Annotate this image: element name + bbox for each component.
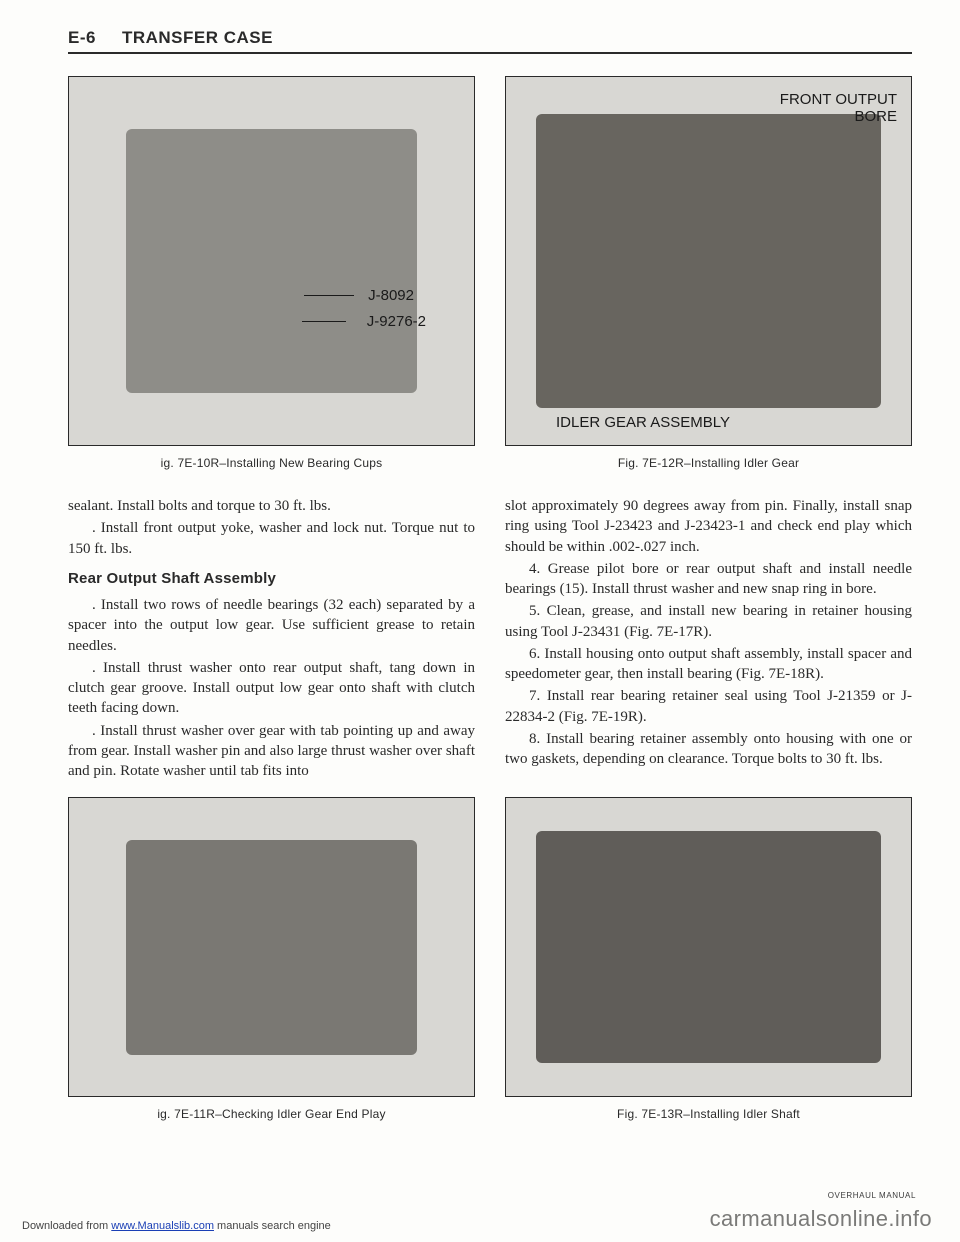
subheading-rear-output: Rear Output Shaft Assembly [68,569,475,589]
left-column: sealant. Install bolts and torque to 30 … [68,496,475,783]
photo-placeholder [126,129,418,394]
page-number: E-6 [68,28,96,48]
figure-image-11r [68,797,475,1097]
section-title: TRANSFER CASE [122,28,273,48]
body-para: sealant. Install bolts and torque to 30 … [68,496,475,516]
download-suffix: manuals search engine [214,1220,331,1232]
idler-gear-assembly-label: IDLER GEAR ASSEMBLY [556,414,730,431]
figure-caption-10r: ig. 7E-10R–Installing New Bearing Cups [161,456,383,470]
page: E-6 TRANSFER CASE J-8092 J-9276-2 ig. 7E… [0,0,960,1141]
download-source: Downloaded from www.Manualslib.com manua… [22,1220,331,1232]
body-para: 4. Grease pilot bore or rear output shaf… [505,559,912,600]
overhaul-manual-label: OVERHAUL MANUAL [828,1191,916,1200]
body-para: slot approximately 90 degrees away from … [505,496,912,557]
figure-caption-12r: Fig. 7E-12R–Installing Idler Gear [618,456,799,470]
right-column: slot approximately 90 degrees away from … [505,496,912,783]
figure-row-bottom: ig. 7E-11R–Checking Idler Gear End Play … [68,797,912,1121]
figure-image-13r [505,797,912,1097]
body-para: . Install thrust washer onto rear output… [68,658,475,719]
figure-image-12r: FRONT OUTPUT BORE IDLER GEAR ASSEMBLY [505,76,912,446]
figure-row-top: J-8092 J-9276-2 ig. 7E-10R–Installing Ne… [68,76,912,470]
body-text: sealant. Install bolts and torque to 30 … [68,496,912,783]
front-output-bore-label: FRONT OUTPUT BORE [780,91,897,126]
body-para: . Install thrust washer over gear with t… [68,721,475,782]
figure-caption-11r: ig. 7E-11R–Checking Idler Gear End Play [68,1107,475,1121]
photo-placeholder [126,840,418,1055]
body-para: 7. Install rear bearing retainer seal us… [505,686,912,727]
figure-image-10r: J-8092 J-9276-2 [68,76,475,446]
body-para: . Install two rows of needle bearings (3… [68,595,475,656]
figure-caption-13r: Fig. 7E-13R–Installing Idler Shaft [505,1107,912,1121]
photo-placeholder [536,114,880,408]
photo-placeholder [536,831,880,1063]
body-para: 5. Clean, grease, and install new bearin… [505,601,912,642]
body-para: . Install front output yoke, washer and … [68,518,475,559]
tool-label-j9276-2: J-9276-2 [367,313,426,330]
figure-bottom-left: ig. 7E-11R–Checking Idler Gear End Play [68,797,475,1121]
page-header: E-6 TRANSFER CASE [68,28,912,54]
body-para: 6. Install housing onto output shaft ass… [505,644,912,685]
figure-bottom-right: Fig. 7E-13R–Installing Idler Shaft [505,797,912,1121]
manualslib-link[interactable]: www.Manualslib.com [111,1220,214,1232]
figure-top-left: J-8092 J-9276-2 ig. 7E-10R–Installing Ne… [68,76,475,470]
pointer-line [302,321,346,322]
body-para: 8. Install bearing retainer assembly ont… [505,729,912,770]
figure-top-right: FRONT OUTPUT BORE IDLER GEAR ASSEMBLY Fi… [505,76,912,470]
brand-watermark: carmanualsonline.info [710,1206,932,1232]
page-footer: Downloaded from www.Manualslib.com manua… [0,1206,960,1232]
download-prefix: Downloaded from [22,1220,111,1232]
pointer-line [304,295,354,296]
tool-label-j8092: J-8092 [368,287,414,304]
